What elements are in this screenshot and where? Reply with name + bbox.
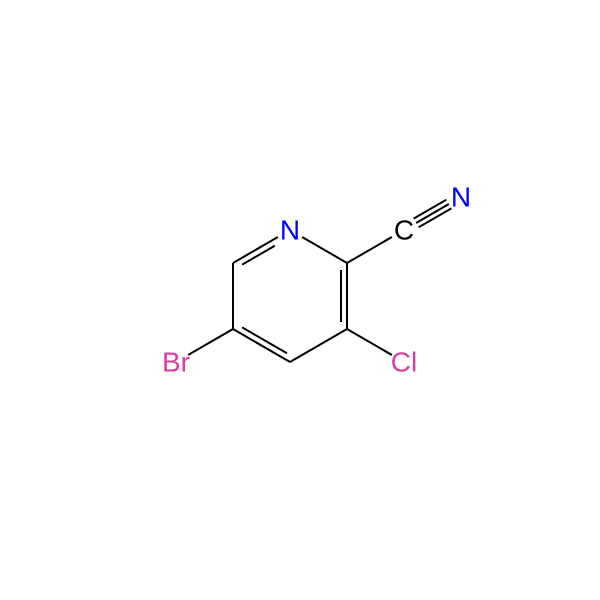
atom-Cl: Cl [391,347,417,378]
atom-Br: Br [162,347,190,378]
atom-ring_top_N: N [280,215,300,246]
molecule-diagram: N C N Cl Br [0,0,600,600]
atom-nitrile_C: C [394,215,414,246]
atoms-layer: N C N Cl Br [162,182,471,378]
atom-nitrile_N: N [451,182,471,213]
